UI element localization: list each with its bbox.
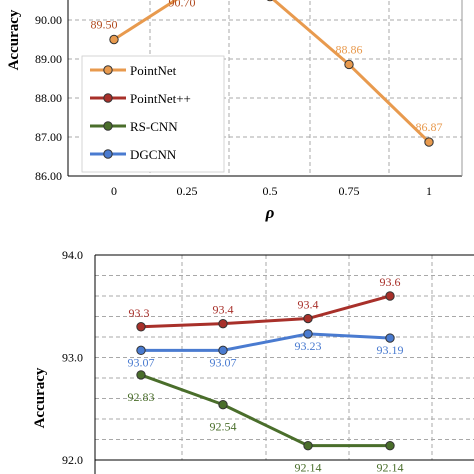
data-point-pointnet — [424, 137, 434, 147]
legend-label: DGCNN — [130, 147, 177, 162]
data-point-dgcnn — [136, 345, 146, 356]
top-chart: 86.00 87.00 88.00 89.00 90.00 0 0.25 0.5 0.75 1 ρ A… — [6, 0, 463, 222]
x-tick-label: 1 — [426, 184, 432, 198]
legend-swatch-marker — [103, 65, 113, 75]
series-line-pointnet-plus-plus — [140, 294, 391, 329]
data-label-dgcnn: 93.23 — [295, 339, 322, 353]
data-point-dgcnn — [385, 333, 395, 343]
data-label-pointnet-plus-plus: 93.4 — [298, 298, 319, 312]
data-label-pointnet: 88.86 — [336, 42, 363, 56]
data-label-dgcnn: 93.07 — [210, 355, 237, 369]
data-label-pointnet: 90.70 — [169, 0, 196, 10]
legend-swatch-marker — [103, 149, 113, 159]
legend-swatch-marker — [103, 121, 113, 131]
data-label-rs-cnn: 92.54 — [210, 420, 237, 434]
data-point-pointnet-plus-plus — [303, 313, 313, 324]
data-label-rs-cnn: 92.14 — [377, 461, 404, 474]
data-label-pointnet-plus-plus: 93.4 — [213, 303, 234, 317]
x-axis-title: ρ — [265, 203, 275, 222]
data-point-dgcnn — [303, 329, 313, 339]
data-label-dgcnn: 93.19 — [377, 343, 404, 357]
data-label-rs-cnn: 92.83 — [128, 390, 155, 404]
data-point-pointnet-plus-plus — [136, 322, 146, 332]
y-tick-label: 88.00 — [35, 91, 62, 105]
y-tick-label: 92.0 — [62, 453, 83, 467]
y-tick-label: 90.00 — [35, 13, 62, 27]
y-axis-title: Accuracy — [6, 9, 22, 70]
data-point-rs-cnn — [303, 440, 313, 451]
data-label-pointnet: 89.50 — [91, 18, 118, 32]
x-tick-label: 0.5 — [263, 184, 278, 198]
legend-label: PointNet — [130, 63, 177, 78]
data-point-pointnet-plus-plus — [218, 318, 228, 329]
y-tick-label: 94.0 — [62, 248, 83, 262]
legend-label: RS-CNN — [130, 119, 178, 134]
y-tick-label: 89.00 — [35, 52, 62, 66]
legend: PointNet PointNet++ RS-CNN DGCNN — [81, 55, 225, 173]
data-label-pointnet-plus-plus: 93.6 — [380, 275, 401, 289]
series-line-dgcnn — [141, 332, 391, 352]
data-point-rs-cnn — [218, 399, 228, 410]
data-point-rs-cnn — [136, 370, 146, 380]
data-label-rs-cnn: 92.14 — [295, 461, 322, 474]
legend-label: PointNet++ — [130, 91, 191, 106]
data-label-pointnet-plus-plus: 93.3 — [129, 306, 150, 320]
y-axis-title: Accuracy — [32, 367, 48, 428]
data-label-pointnet: 86.87 — [416, 120, 443, 134]
data-point-pointnet — [109, 34, 119, 45]
data-point-pointnet-plus-plus — [385, 291, 395, 301]
y-tick-label: 93.0 — [62, 351, 83, 365]
x-tick-label: 0 — [111, 184, 117, 198]
series-line-rs-cnn — [140, 373, 390, 448]
data-point-rs-cnn — [385, 440, 395, 451]
bottom-chart: 92.0 93.0 94.0 Accuracy 93.3 93.4 93.4 93.6 93.0… — [32, 248, 474, 474]
x-tick-label: 0.75 — [339, 184, 360, 198]
y-tick-label: 87.00 — [35, 130, 62, 144]
data-point-pointnet — [344, 59, 354, 70]
series-line-pointnet — [113, 0, 431, 144]
data-point-dgcnn — [218, 345, 228, 356]
y-tick-label: 86.00 — [35, 169, 62, 183]
legend-swatch-marker — [103, 93, 113, 103]
data-point-pointnet — [266, 0, 274, 2]
x-tick-label: 0.25 — [177, 184, 198, 198]
data-label-dgcnn: 93.07 — [128, 355, 155, 369]
